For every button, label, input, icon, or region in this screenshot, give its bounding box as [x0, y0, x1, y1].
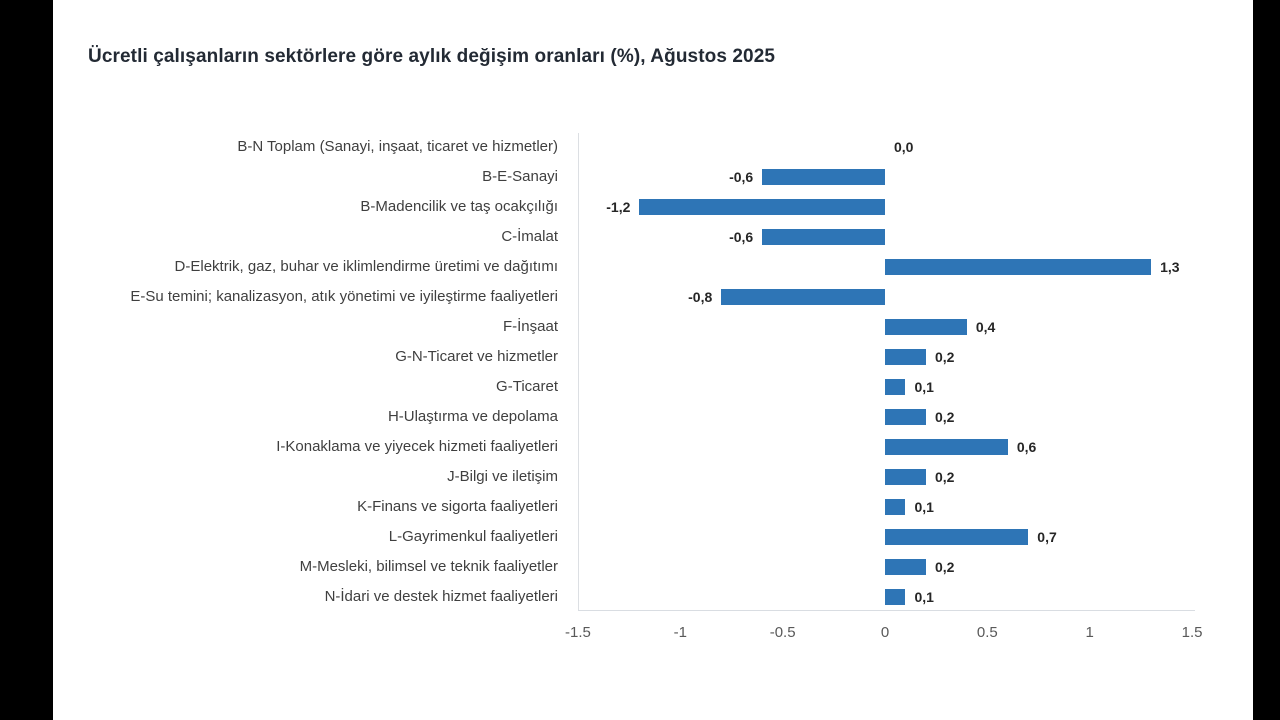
- category-label: J-Bilgi ve iletişim: [447, 468, 558, 485]
- value-label: 0,1: [914, 499, 934, 515]
- value-label: 0,1: [914, 379, 934, 395]
- chart-row: B-N Toplam (Sanayi, inşaat, ticaret ve h…: [53, 132, 1253, 162]
- x-tick-label: -1: [673, 624, 687, 641]
- value-label: 0,1: [914, 589, 934, 605]
- chart-row: F-İnşaat 0,4: [53, 312, 1253, 342]
- category-label: K-Finans ve sigorta faaliyetleri: [357, 498, 558, 515]
- category-label: L-Gayrimenkul faaliyetleri: [388, 528, 558, 545]
- bar: [762, 169, 885, 185]
- value-label: 0,4: [975, 319, 996, 335]
- x-tick-label: 1: [1085, 624, 1094, 641]
- category-label: M-Mesleki, bilimsel ve teknik faaliyetle…: [299, 558, 558, 575]
- chart-row: I-Konaklama ve yiyecek hizmeti faaliyetl…: [53, 432, 1253, 462]
- category-label: N-İdari ve destek hizmet faaliyetleri: [324, 588, 558, 605]
- bar: [885, 589, 906, 605]
- x-tick-label: -0.5: [769, 624, 796, 641]
- bar: [885, 349, 926, 365]
- chart-row: C-İmalat -0,6: [53, 222, 1253, 252]
- value-label: 0,2: [934, 409, 955, 425]
- value-label: -0,8: [688, 289, 713, 305]
- chart-row: L-Gayrimenkul faaliyetleri 0,7: [53, 522, 1253, 552]
- value-label: 0,2: [934, 469, 955, 485]
- bar: [885, 499, 906, 515]
- value-label: 1,3: [1160, 259, 1180, 275]
- value-label: -0,6: [729, 169, 754, 185]
- bar: [885, 439, 1008, 455]
- category-label: G-Ticaret: [496, 378, 558, 395]
- bar: [885, 559, 926, 575]
- category-label: C-İmalat: [501, 228, 558, 245]
- plot-left-border: [578, 133, 579, 610]
- bar: [885, 259, 1152, 275]
- category-label: H-Ulaştırma ve depolama: [387, 408, 558, 425]
- category-label: B-Madencilik ve taş ocakçılığı: [360, 198, 558, 215]
- x-axis-tick-labels: -1.5 -1 -0.5 0 0.5 1 1.5: [53, 624, 1253, 646]
- chart-row: H-Ulaştırma ve depolama 0,2: [53, 402, 1253, 432]
- chart-row: G-N-Ticaret ve hizmetler 0,2: [53, 342, 1253, 372]
- bar: [885, 409, 926, 425]
- category-label: B-N Toplam (Sanayi, inşaat, ticaret ve h…: [237, 138, 558, 155]
- value-label: -0,6: [729, 229, 754, 245]
- chart-row: B-E-Sanayi -0,6: [53, 162, 1253, 192]
- value-label: 0,0: [894, 139, 914, 155]
- chart-row: M-Mesleki, bilimsel ve teknik faaliyetle…: [53, 552, 1253, 582]
- value-label: 0,6: [1016, 439, 1037, 455]
- category-label: E-Su temini; kanalizasyon, atık yönetimi…: [130, 288, 558, 305]
- chart-title: Ücretli çalışanların sektörlere göre ayl…: [88, 46, 776, 67]
- value-label: 0,2: [934, 559, 955, 575]
- chart-row: N-İdari ve destek hizmet faaliyetleri 0,1: [53, 582, 1253, 612]
- category-label: G-N-Ticaret ve hizmetler: [395, 348, 558, 365]
- bar: [885, 319, 967, 335]
- bar: [885, 379, 906, 395]
- chart-row: G-Ticaret 0,1: [53, 372, 1253, 402]
- chart-row: J-Bilgi ve iletişim 0,2: [53, 462, 1253, 492]
- value-label: -1,2: [606, 199, 631, 215]
- x-tick-label: 0.5: [976, 624, 998, 641]
- bar: [762, 229, 885, 245]
- bar: [721, 289, 885, 305]
- bar: [885, 529, 1029, 545]
- chart-canvas: Ücretli çalışanların sektörlere göre ayl…: [53, 0, 1253, 720]
- chart-row: K-Finans ve sigorta faaliyetleri 0,1: [53, 492, 1253, 522]
- value-label: 0,2: [934, 349, 955, 365]
- category-label: B-E-Sanayi: [482, 168, 558, 185]
- value-label: 0,7: [1037, 529, 1057, 545]
- x-tick-label: 1.5: [1181, 624, 1203, 641]
- category-label: F-İnşaat: [502, 318, 558, 335]
- x-axis-line: [578, 610, 1195, 611]
- chart-row: D-Elektrik, gaz, buhar ve iklimlendirme …: [53, 252, 1253, 282]
- chart-row: E-Su temini; kanalizasyon, atık yönetimi…: [53, 282, 1253, 312]
- x-tick-label: 0: [880, 624, 890, 641]
- chart-row: B-Madencilik ve taş ocakçılığı -1,2: [53, 192, 1253, 222]
- bar: [885, 469, 926, 485]
- bar: [639, 199, 885, 215]
- category-label: D-Elektrik, gaz, buhar ve iklimlendirme …: [174, 258, 558, 275]
- category-label: I-Konaklama ve yiyecek hizmeti faaliyetl…: [276, 438, 558, 455]
- x-tick-label: -1.5: [565, 624, 591, 641]
